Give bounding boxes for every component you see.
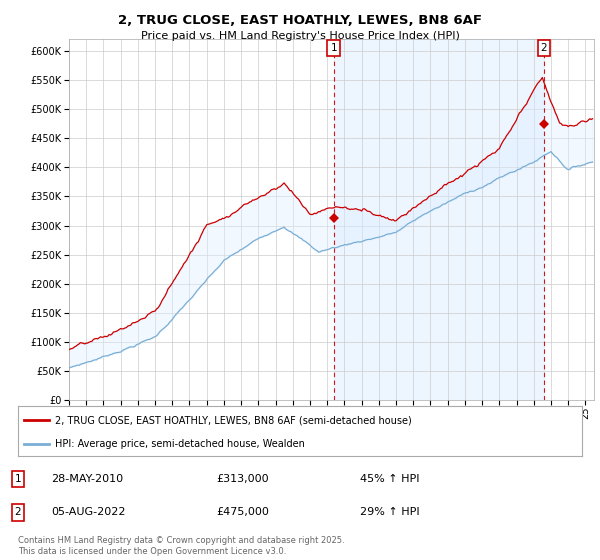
Text: 05-AUG-2022: 05-AUG-2022: [51, 507, 125, 517]
Text: 1: 1: [14, 474, 22, 484]
Text: Price paid vs. HM Land Registry's House Price Index (HPI): Price paid vs. HM Land Registry's House …: [140, 31, 460, 41]
Text: 2: 2: [14, 507, 22, 517]
Text: 2, TRUG CLOSE, EAST HOATHLY, LEWES, BN8 6AF: 2, TRUG CLOSE, EAST HOATHLY, LEWES, BN8 …: [118, 14, 482, 27]
Text: 28-MAY-2010: 28-MAY-2010: [51, 474, 123, 484]
Text: £313,000: £313,000: [216, 474, 269, 484]
Text: 45% ↑ HPI: 45% ↑ HPI: [360, 474, 419, 484]
Text: 1: 1: [331, 43, 337, 53]
Text: Contains HM Land Registry data © Crown copyright and database right 2025.
This d: Contains HM Land Registry data © Crown c…: [18, 536, 344, 556]
Text: 2: 2: [541, 43, 547, 53]
Text: 2, TRUG CLOSE, EAST HOATHLY, LEWES, BN8 6AF (semi-detached house): 2, TRUG CLOSE, EAST HOATHLY, LEWES, BN8 …: [55, 415, 412, 425]
Bar: [334, 39, 544, 400]
Text: 29% ↑ HPI: 29% ↑ HPI: [360, 507, 419, 517]
Text: HPI: Average price, semi-detached house, Wealden: HPI: Average price, semi-detached house,…: [55, 439, 305, 449]
Text: £475,000: £475,000: [216, 507, 269, 517]
